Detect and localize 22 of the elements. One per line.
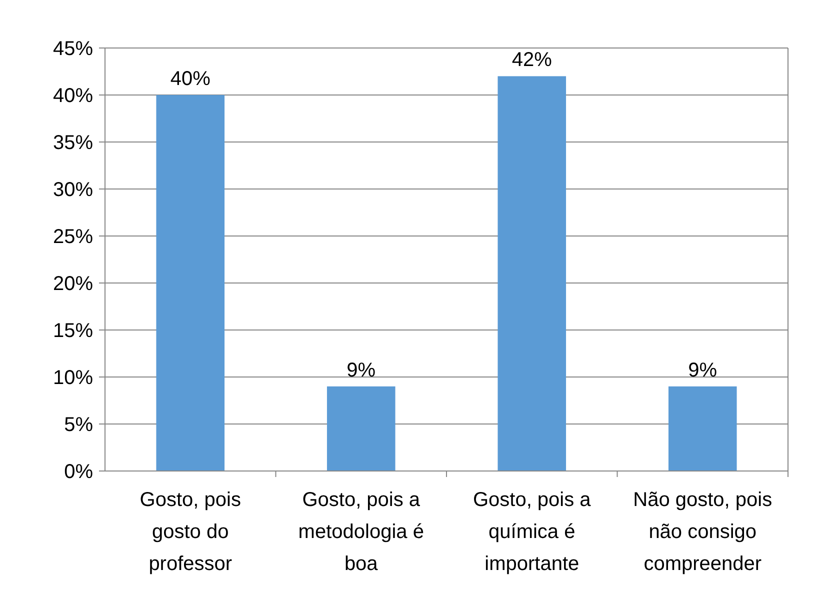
y-tick-label: 10% — [52, 367, 94, 389]
y-tick-label: 30% — [52, 179, 94, 201]
y-tick-label: 25% — [52, 226, 94, 248]
y-tick-label: 0% — [64, 461, 94, 483]
data-label: 40% — [170, 68, 211, 90]
x-tick-label: Gosto, pois a química é importante — [472, 489, 592, 575]
y-tick-label: 15% — [52, 320, 94, 342]
y-tick-label: 35% — [52, 132, 94, 154]
data-label: 42% — [512, 49, 552, 72]
bar — [156, 95, 225, 471]
bar — [668, 386, 737, 471]
data-label: 9% — [688, 359, 718, 382]
bar — [498, 76, 566, 471]
bar — [326, 386, 396, 471]
data-label: 9% — [346, 359, 376, 382]
y-tick-label: 40% — [52, 85, 94, 107]
x-tick-label: Gosto, pois gosto do professor — [140, 489, 241, 575]
x-tick-label: Gosto, pois a metodologia é boa — [298, 489, 424, 575]
y-tick-label: 20% — [52, 273, 94, 295]
x-tick-label: Não gosto, pois não consigo compreender — [633, 489, 772, 575]
y-tick-label: 45% — [52, 38, 94, 60]
y-tick-label: 5% — [64, 414, 94, 436]
